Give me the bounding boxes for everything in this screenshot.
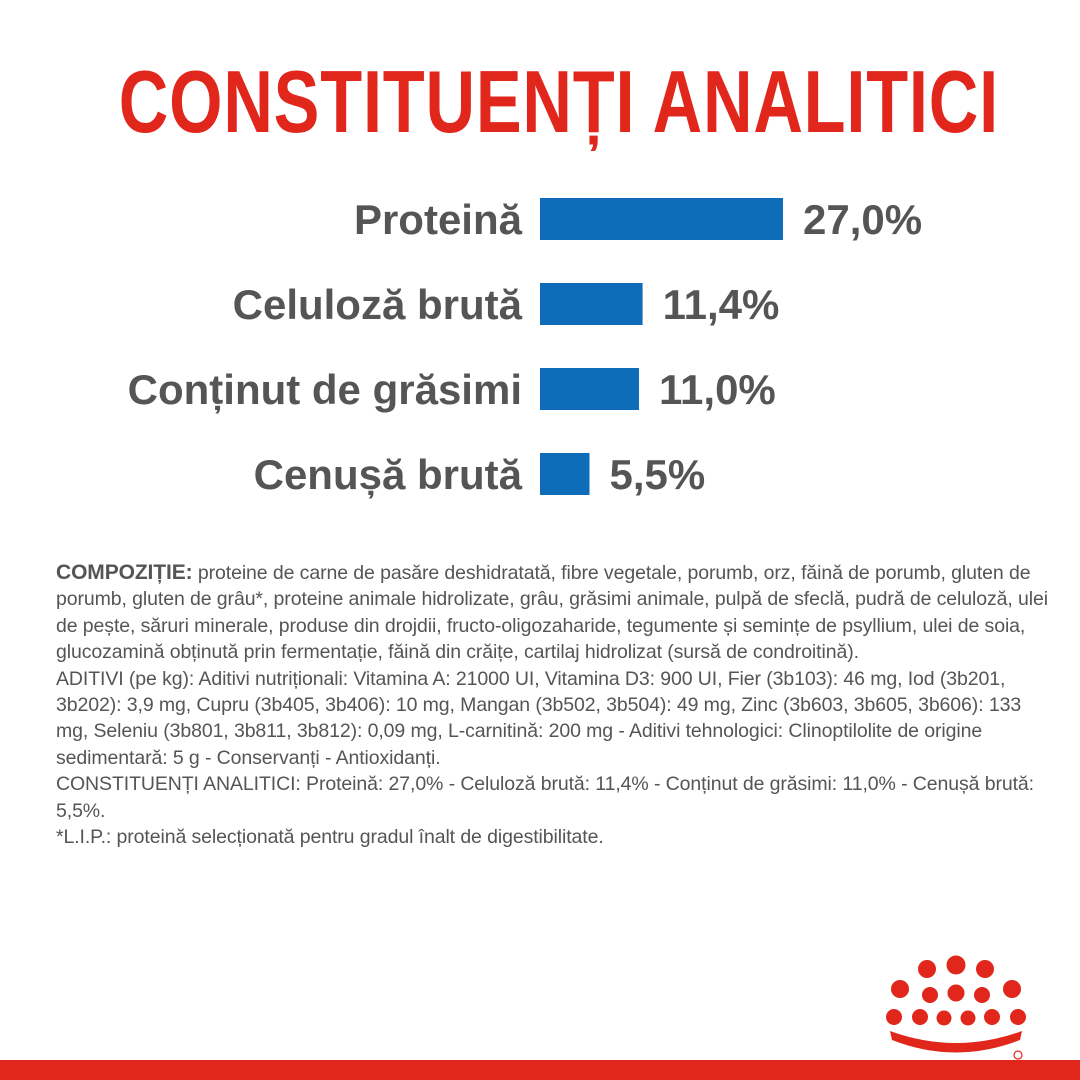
bottom-brand-bar — [0, 1060, 1080, 1080]
category-label: Proteină — [354, 196, 523, 243]
value-label: 27,0% — [803, 196, 922, 243]
additives-paragraph: ADITIVI (pe kg): Aditivi nutriționali: V… — [56, 667, 1022, 769]
bar — [540, 283, 643, 325]
value-label: 11,0% — [659, 366, 776, 413]
value-label: 11,4% — [663, 281, 780, 328]
category-label: Conținut de grăsimi — [128, 366, 522, 414]
bar — [540, 198, 783, 240]
bar — [540, 368, 639, 410]
page-title: CONSTITUENȚI ANALITICI — [118, 52, 999, 151]
composition-heading: COMPOZIȚIE: — [56, 561, 193, 584]
composition-paragraph: COMPOZIȚIE: proteine de carne de pasăre … — [56, 560, 1056, 666]
composition-ingredients: proteine de carne de pasăre deshidratată… — [56, 562, 1048, 664]
analytical-paragraph: CONSTITUENȚI ANALITICI: Proteină: 27,0% … — [56, 773, 1034, 822]
composition-block: COMPOZIȚIE: proteine de carne de pasăre … — [56, 560, 1056, 850]
analytical-bar-chart: Proteină 27,0% Celuloză brută 11,4% Conținut… — [128, 196, 922, 499]
category-label: Celuloză brută — [233, 281, 523, 328]
bar — [540, 453, 590, 495]
value-label: 5,5% — [610, 451, 706, 498]
footnote: *L.I.P.: proteină selecționată pentru gr… — [56, 826, 604, 849]
royal-canin-crown-icon — [886, 955, 1026, 1060]
category-label: Cenușă brută — [254, 451, 523, 499]
